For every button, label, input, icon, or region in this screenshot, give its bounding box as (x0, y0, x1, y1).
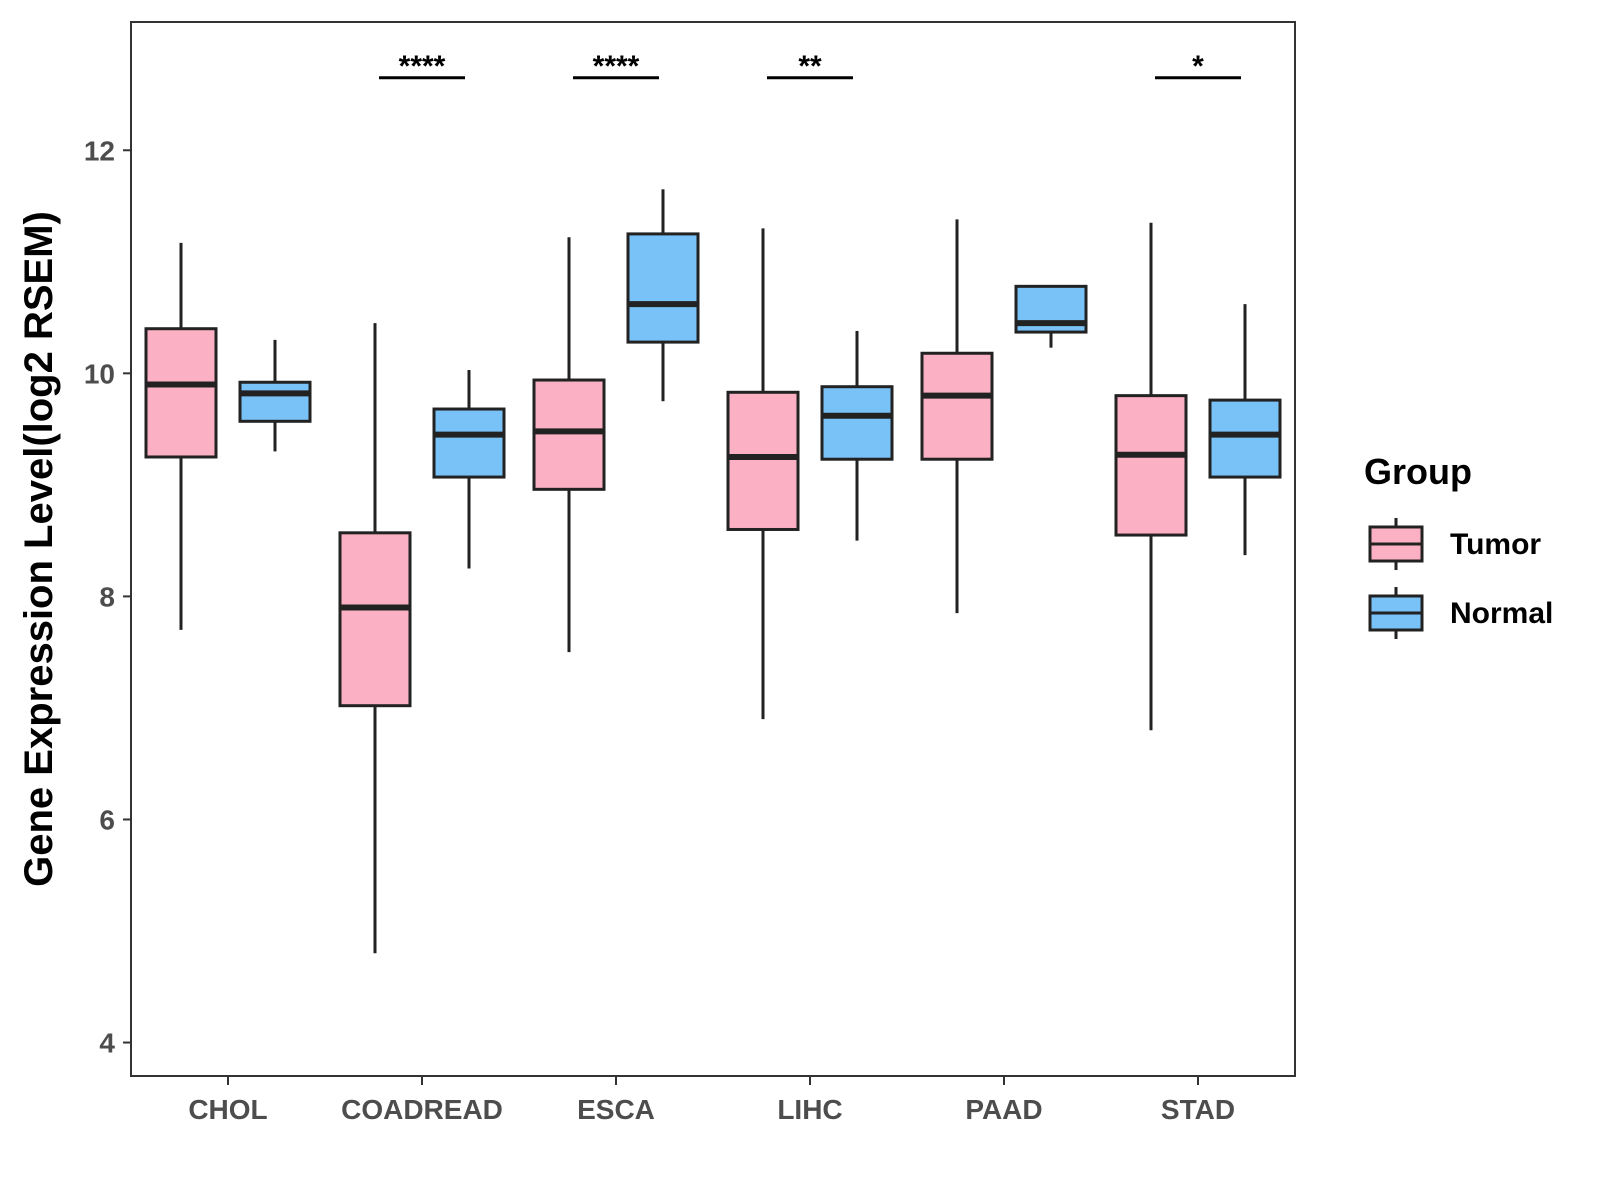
plot-panel (130, 21, 1296, 1077)
plot-marks (144, 189, 1282, 954)
y-axis: 4 6 8 10 12 (84, 135, 131, 1059)
box-tumor-coadread (338, 323, 412, 954)
box-iqr (338, 531, 412, 708)
box-iqr (1114, 394, 1188, 537)
y-tick-label: 12 (84, 135, 115, 166)
significance-label-stad: * (1192, 50, 1204, 83)
box-iqr (820, 385, 894, 461)
legend-item-tumor: Tumor (1368, 518, 1541, 570)
significance-label-lihc: ** (798, 50, 822, 83)
box-normal-lihc (820, 330, 894, 541)
significance-annotations: **** **** ** * (379, 50, 1241, 83)
box-normal-stad (1208, 304, 1282, 556)
x-tick-label: PAAD (965, 1094, 1042, 1125)
legend-item-normal: Normal (1368, 587, 1553, 639)
box-iqr (726, 390, 800, 531)
y-tick-label: 8 (99, 581, 115, 612)
significance-label-coadread: **** (399, 50, 446, 83)
y-tick-label: 4 (99, 1028, 115, 1059)
box-normal-esca (626, 189, 700, 402)
y-axis-title: Gene Expression Level(log2 RSEM) (17, 211, 61, 887)
legend-label-normal: Normal (1450, 597, 1553, 630)
box-normal-paad (1014, 284, 1088, 348)
x-tick-label: COADREAD (341, 1094, 503, 1125)
legend: Group Tumor Normal (1364, 451, 1553, 639)
box-normal-chol (238, 339, 312, 452)
box-tumor-lihc (726, 228, 800, 720)
significance-label-esca: **** (593, 50, 640, 83)
box-iqr (1208, 398, 1282, 479)
box-iqr (626, 232, 700, 344)
x-axis: CHOL COADREAD ESCA LIHC PAAD STAD (188, 1076, 1235, 1125)
x-tick-label: LIHC (777, 1094, 842, 1125)
box-iqr (920, 351, 994, 461)
y-tick-label: 10 (84, 358, 115, 389)
y-tick-label: 6 (99, 804, 115, 835)
box-iqr (532, 378, 606, 491)
legend-title: Group (1364, 451, 1472, 492)
box-iqr (432, 407, 506, 479)
legend-label-tumor: Tumor (1450, 528, 1541, 561)
box-iqr (144, 327, 218, 459)
x-tick-label: CHOL (188, 1094, 267, 1125)
x-tick-label: ESCA (577, 1094, 655, 1125)
box-tumor-chol (144, 242, 218, 630)
box-iqr (238, 380, 312, 423)
box-tumor-stad (1114, 222, 1188, 731)
box-tumor-paad (920, 219, 994, 614)
box-normal-coadread (432, 369, 506, 569)
x-tick-label: STAD (1161, 1094, 1235, 1125)
box-tumor-esca (532, 237, 606, 653)
